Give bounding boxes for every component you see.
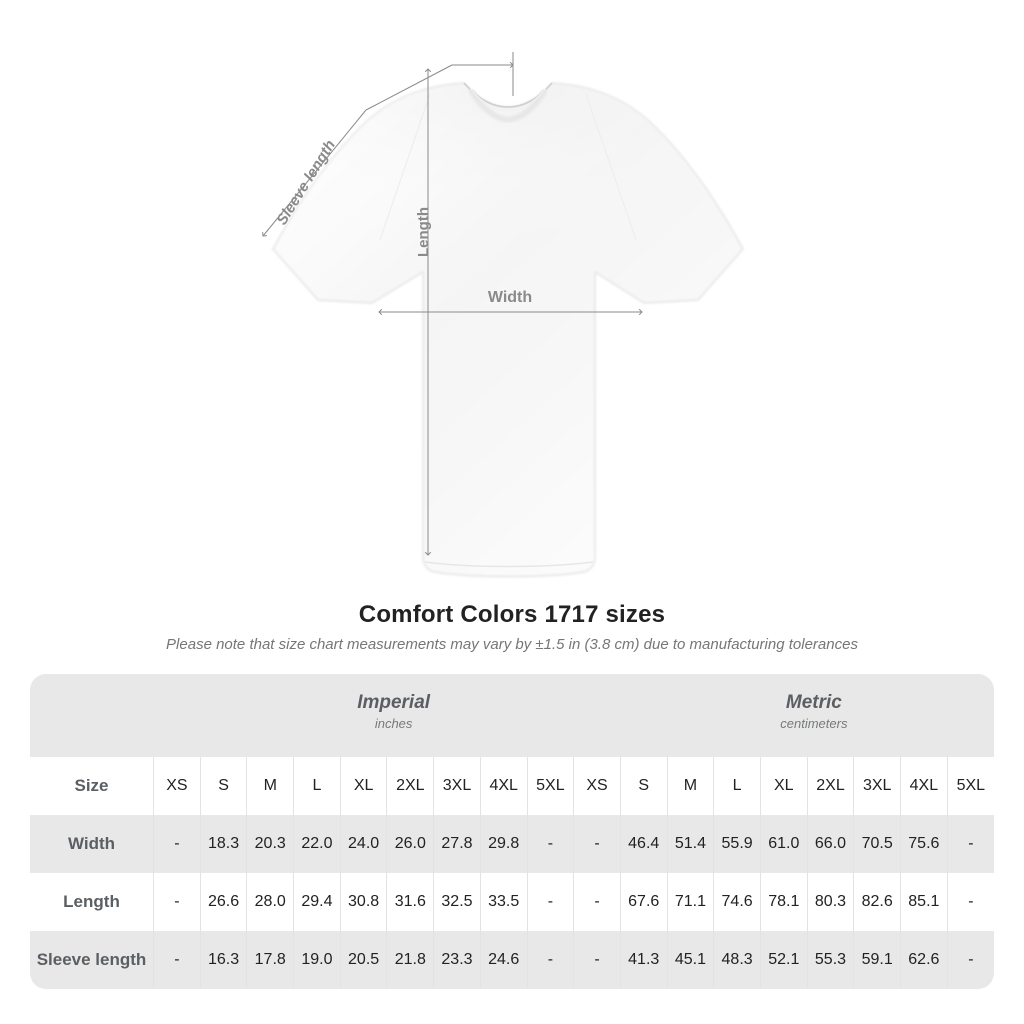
- svg-text:Width: Width: [488, 289, 532, 306]
- svg-text:Length: Length: [415, 207, 432, 257]
